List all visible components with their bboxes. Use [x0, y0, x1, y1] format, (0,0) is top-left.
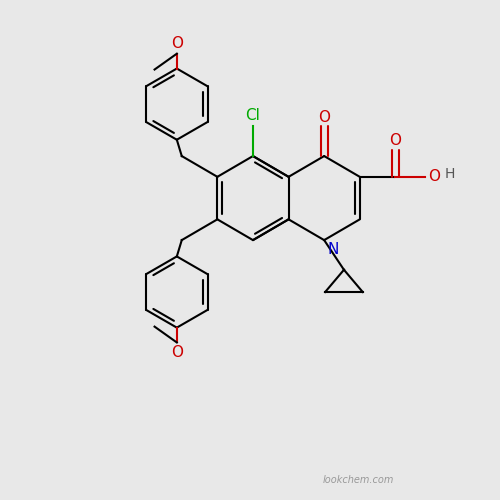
Text: O: O [390, 133, 402, 148]
Text: O: O [171, 345, 183, 360]
Text: O: O [171, 36, 183, 52]
Text: O: O [318, 110, 330, 125]
Text: H: H [444, 168, 455, 181]
Text: lookchem.com: lookchem.com [323, 475, 394, 485]
Text: O: O [428, 170, 440, 184]
Text: N: N [328, 242, 339, 256]
Text: Cl: Cl [246, 108, 260, 123]
